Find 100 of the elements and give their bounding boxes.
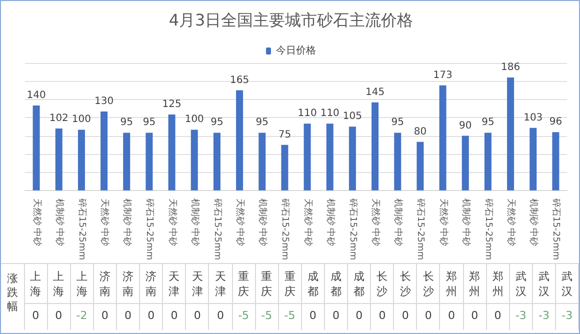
- bar: [348, 126, 356, 190]
- x-tick-label: 碎石15-25mm: [415, 197, 426, 260]
- text: 涨跌幅: [6, 272, 18, 314]
- data-label: -3: [560, 308, 574, 324]
- data-label: 0: [493, 308, 502, 324]
- data-label: 125: [162, 99, 182, 110]
- bar: [168, 114, 176, 190]
- bar: [394, 132, 402, 190]
- category-label: 上海: [30, 269, 42, 299]
- data-label: 95: [142, 117, 156, 128]
- data-label: 0: [331, 308, 340, 324]
- data-label: 95: [210, 117, 224, 128]
- category-label: 郑州: [492, 269, 504, 299]
- x-tick-label: 机制砂 中砂: [122, 198, 133, 246]
- bar: [281, 144, 288, 190]
- bar: [55, 128, 62, 190]
- data-label: -3: [514, 308, 528, 324]
- x-tick-label: 天然砂 中砂: [506, 198, 517, 246]
- bar: [416, 142, 424, 190]
- category-label: 重庆: [284, 269, 296, 299]
- data-label: 173: [433, 70, 452, 81]
- data-label: 80: [414, 126, 427, 138]
- data-label: -2: [75, 308, 88, 324]
- category-label: 郑州: [446, 269, 458, 299]
- data-label: 75: [278, 129, 292, 140]
- data-label: 140: [26, 90, 46, 101]
- data-label: 96: [549, 116, 562, 128]
- data-label: 186: [500, 62, 520, 74]
- x-tick-label: 碎石15-25mm: [76, 197, 88, 260]
- x-tick-label: 机制砂 中砂: [257, 198, 268, 246]
- data-label: 0: [470, 308, 480, 324]
- data-label: 0: [192, 308, 202, 324]
- bar: [530, 128, 537, 190]
- x-tick-label: 天然砂 中砂: [302, 198, 314, 246]
- x-tick-label: 天然砂 中砂: [234, 198, 246, 246]
- category-label: 长沙: [399, 269, 412, 299]
- bar: [552, 132, 560, 190]
- category-label: 济南: [122, 269, 134, 299]
- data-label: 130: [94, 96, 114, 107]
- x-tick-label: 机制砂 中砂: [392, 198, 404, 246]
- data-label: 0: [31, 308, 40, 324]
- data-label: 102: [49, 112, 68, 124]
- bar: [100, 112, 108, 190]
- x-tick-label: 机制砂 中砂: [460, 198, 472, 246]
- x-tick-label: 碎石15-25mm: [280, 197, 291, 260]
- bar: [236, 90, 244, 190]
- category-label: 济南: [98, 269, 111, 299]
- chart-title: 4月3日全国主要城市砂石主流价格: [168, 10, 414, 30]
- data-label: 0: [447, 308, 456, 324]
- data-label: 110: [298, 108, 317, 120]
- category-label: 济南: [145, 269, 158, 299]
- category-label: 成都: [353, 269, 366, 299]
- data-label: 0: [354, 308, 364, 324]
- data-label: 0: [378, 308, 387, 324]
- data-label: 0: [146, 308, 156, 324]
- data-label: 95: [482, 117, 494, 128]
- data-label: -5: [260, 308, 274, 324]
- category-label: 上海: [52, 269, 65, 299]
- category-label: 郑州: [468, 269, 481, 299]
- x-tick-label: 天然砂 中砂: [99, 198, 110, 246]
- bar: [507, 78, 514, 190]
- category-label: 天津: [191, 269, 204, 299]
- bar: [462, 136, 469, 190]
- x-tick-label: 碎石15-25mm: [347, 197, 358, 260]
- category-label: 重庆: [260, 269, 273, 299]
- x-tick-label: 天然砂 中砂: [166, 198, 178, 246]
- category-label: 上海: [76, 269, 88, 299]
- data-label: 100: [184, 114, 204, 126]
- x-tick-label: 天然砂 中砂: [370, 198, 382, 246]
- category-label: 成都: [330, 269, 342, 299]
- x-tick-label: 碎石15-25mm: [212, 197, 223, 260]
- data-label: 100: [72, 114, 92, 126]
- x-tick-label: 碎石15-25mm: [550, 197, 562, 260]
- category-label: 武汉: [514, 269, 527, 299]
- data-label: 0: [424, 308, 433, 324]
- category-label: 天津: [168, 269, 180, 299]
- bar: [213, 132, 220, 190]
- data-label: 95: [391, 117, 404, 128]
- category-label: 重庆: [238, 269, 250, 299]
- data-label: 0: [100, 308, 110, 324]
- x-tick-label: 机制砂 中砂: [324, 198, 336, 246]
- bar: [146, 132, 153, 190]
- x-tick-label: 天然砂 中砂: [31, 198, 42, 246]
- data-label: -3: [537, 308, 550, 324]
- category-label: 武汉: [561, 269, 574, 299]
- bar: [32, 105, 40, 190]
- bar: [484, 132, 492, 190]
- category-label: 长沙: [422, 269, 434, 299]
- bar: [439, 85, 446, 190]
- data-label: 90: [459, 120, 472, 132]
- x-tick-label: 机制砂 中砂: [528, 198, 540, 246]
- category-label: 武汉: [538, 269, 550, 299]
- data-label: 0: [124, 308, 132, 324]
- data-label: 0: [216, 308, 225, 324]
- category-label: 长沙: [376, 269, 388, 299]
- bar: [190, 130, 198, 190]
- x-tick-label: 碎石15-25mm: [482, 197, 494, 260]
- data-label: 0: [400, 308, 410, 324]
- data-label: 95: [120, 117, 133, 128]
- category-label: 成都: [306, 269, 319, 299]
